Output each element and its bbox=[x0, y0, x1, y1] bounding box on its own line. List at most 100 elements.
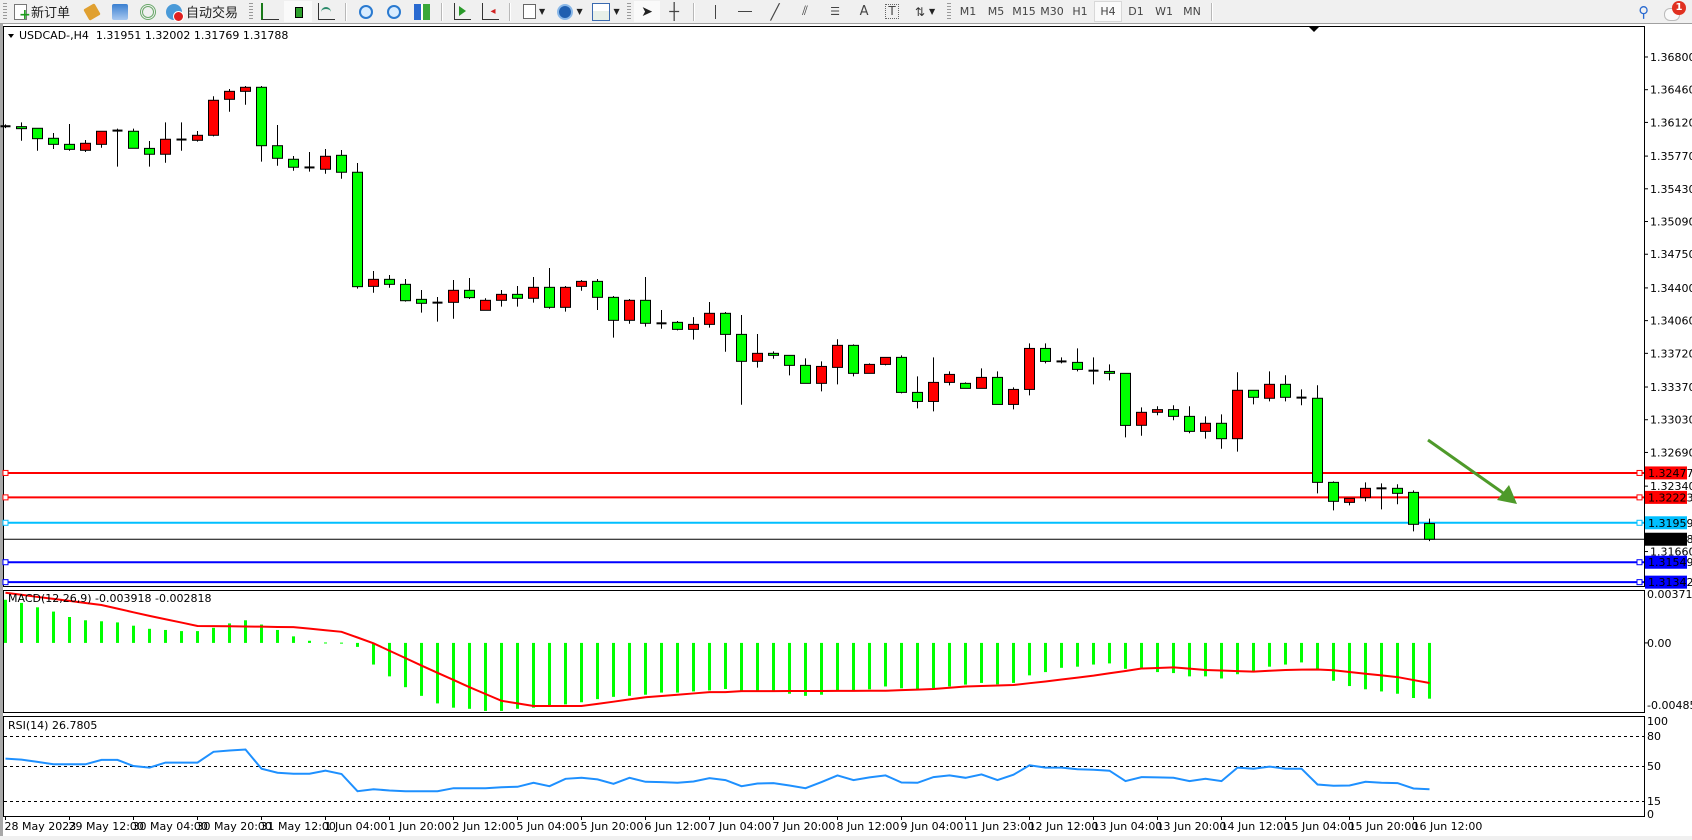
candle bbox=[784, 354, 795, 376]
rsi-label: RSI(14) 26.7805 bbox=[8, 719, 97, 732]
macd-histogram-bar bbox=[1380, 642, 1383, 692]
macd-histogram-bar bbox=[932, 642, 935, 689]
text-label-button[interactable]: T bbox=[878, 1, 906, 22]
price-tick-label: 1.34750 bbox=[1650, 248, 1692, 261]
candle bbox=[336, 150, 347, 179]
line-handle[interactable] bbox=[2, 519, 9, 526]
candle-body bbox=[1216, 422, 1227, 440]
macd-histogram-bar bbox=[308, 640, 311, 643]
trendline-button[interactable]: ╱ bbox=[760, 1, 790, 22]
macd-histogram-bar bbox=[1028, 642, 1031, 676]
timeframe-w1[interactable]: W1 bbox=[1155, 5, 1173, 18]
rsi-axis-label: 15 bbox=[1647, 795, 1661, 808]
line-handle[interactable] bbox=[1636, 519, 1643, 526]
time-axis-label: 8 Jun 12:00 bbox=[837, 820, 900, 833]
line-handle[interactable] bbox=[2, 494, 9, 501]
macd-histogram-bar bbox=[420, 642, 423, 696]
auto-trading-button[interactable]: 自动交易 bbox=[162, 1, 246, 22]
notification-button[interactable]: 1 bbox=[1664, 1, 1686, 21]
timeframe-m15[interactable]: M15 bbox=[1012, 5, 1036, 18]
rsi-axis-label: 50 bbox=[1647, 760, 1661, 773]
line-handle[interactable] bbox=[2, 579, 9, 586]
candle bbox=[80, 140, 91, 152]
new-order-button[interactable]: + 新订单 bbox=[10, 1, 78, 22]
macd-histogram-bar bbox=[1124, 642, 1127, 669]
candle bbox=[1408, 490, 1419, 532]
timeframe-d1[interactable]: D1 bbox=[1128, 5, 1144, 18]
macd-histogram-bar bbox=[4, 599, 7, 643]
timeframe-m1[interactable]: M1 bbox=[959, 5, 977, 18]
chart-window[interactable]: 1.36800 1.36460 1.36120 1.35770 1.35430 1.350… bbox=[0, 24, 1692, 840]
line-handle[interactable] bbox=[1636, 559, 1643, 566]
macd-histogram-bar bbox=[1236, 642, 1239, 675]
candlestick-button[interactable] bbox=[284, 1, 313, 22]
candle-body bbox=[784, 354, 795, 366]
candle-body bbox=[624, 299, 635, 321]
macd-histogram-bar bbox=[996, 642, 999, 685]
tile-windows-button[interactable] bbox=[408, 1, 436, 22]
candle bbox=[960, 382, 971, 389]
time-axis-label: 1 Jun 20:00 bbox=[389, 820, 452, 833]
chart-shift-marker[interactable] bbox=[1309, 27, 1319, 32]
candle-body bbox=[848, 344, 859, 374]
candle-body bbox=[768, 352, 779, 356]
market-watch-button[interactable] bbox=[78, 1, 106, 22]
line-handle[interactable] bbox=[2, 469, 9, 476]
chart-shift-icon: ◂ bbox=[481, 3, 499, 20]
line-handle[interactable] bbox=[1636, 469, 1643, 476]
cursor-button[interactable]: ➤ bbox=[634, 1, 661, 22]
macd-histogram-bar bbox=[1364, 642, 1367, 690]
crosshair-button[interactable]: ┼ bbox=[660, 1, 688, 22]
toolbar-separator bbox=[345, 2, 348, 21]
time-axis-label: 6 Jun 12:00 bbox=[645, 820, 708, 833]
price-tick-label: 1.35430 bbox=[1650, 183, 1692, 196]
candle bbox=[224, 89, 235, 112]
line-price-label: 1.31959 bbox=[1648, 517, 1692, 530]
zoom-in-button[interactable] bbox=[352, 1, 380, 22]
trend-arrow[interactable] bbox=[1427, 438, 1517, 504]
fibonacci-button[interactable]: ☰ bbox=[820, 1, 850, 22]
timeframe-mn[interactable]: MN bbox=[1183, 5, 1201, 18]
search-button[interactable]: ⚲ bbox=[1630, 1, 1656, 22]
line-handle[interactable] bbox=[2, 559, 9, 566]
timeframe-h4[interactable]: H4 bbox=[1094, 1, 1123, 22]
chart-header: USDCAD-,H4 1.31951 1.32002 1.31769 1.317… bbox=[19, 29, 288, 42]
line-handle[interactable] bbox=[1636, 494, 1643, 501]
macd-histogram-bar bbox=[52, 611, 55, 643]
navigator-button[interactable] bbox=[106, 1, 134, 22]
bar-chart-button[interactable] bbox=[256, 1, 284, 22]
candle-body bbox=[192, 134, 203, 141]
auto-scroll-icon bbox=[453, 3, 471, 20]
macd-histogram-bar bbox=[500, 642, 503, 711]
panel-border bbox=[3, 716, 1645, 817]
template-button[interactable]: ▼ bbox=[516, 1, 552, 22]
timeframe-m5[interactable]: M5 bbox=[987, 5, 1005, 18]
auto-scroll-button[interactable] bbox=[448, 1, 476, 22]
indicators-button[interactable]: ▼ bbox=[588, 1, 624, 22]
candle-body bbox=[1248, 389, 1259, 398]
text-button[interactable]: A bbox=[850, 1, 878, 22]
horizontal-line-button[interactable] bbox=[730, 1, 760, 22]
arrows-button[interactable]: ⇅ ▼ bbox=[914, 4, 936, 19]
line-handle[interactable] bbox=[1636, 579, 1643, 586]
timeframe-m30[interactable]: M30 bbox=[1040, 5, 1064, 18]
line-chart-button[interactable] bbox=[312, 1, 340, 22]
candle bbox=[1392, 484, 1403, 505]
toolbar-separator bbox=[509, 2, 512, 21]
candle bbox=[1280, 375, 1291, 402]
periods-button[interactable]: ▼ bbox=[552, 1, 588, 22]
window-border bbox=[0, 24, 3, 836]
time-axis-label: 12 Jun 12:00 bbox=[1029, 820, 1099, 833]
candle bbox=[1168, 405, 1179, 421]
chart-shift-button[interactable]: ◂ bbox=[476, 1, 504, 22]
timeframe-h1[interactable]: H1 bbox=[1072, 5, 1088, 18]
macd-histogram-bar bbox=[836, 642, 839, 691]
symbol-menu-icon[interactable] bbox=[8, 34, 14, 38]
timeframe-bar: M1 M5 M15 M30 H1 H4 D1 W1 MN bbox=[954, 1, 1206, 22]
signals-button[interactable] bbox=[134, 1, 162, 22]
equidistant-channel-button[interactable]: ⫽ bbox=[790, 1, 820, 22]
candle-body bbox=[864, 363, 875, 374]
zoom-out-button[interactable] bbox=[380, 1, 408, 22]
toolbar-grip[interactable] bbox=[3, 2, 7, 21]
vertical-line-button[interactable] bbox=[700, 1, 730, 22]
